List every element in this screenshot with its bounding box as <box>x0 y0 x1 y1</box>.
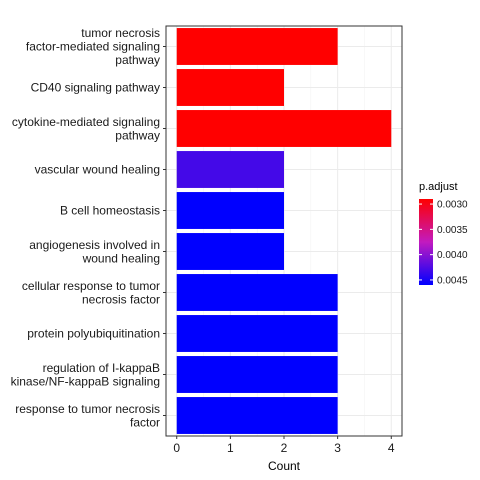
bar <box>176 356 338 393</box>
x-tick-label: 0 <box>173 441 180 455</box>
legend-tick-label: 0.0040 <box>437 250 468 261</box>
y-tick-label: cellular response to tumor necrosis facto… <box>22 279 160 307</box>
x-axis: 0 1 2 3 4 <box>173 436 395 455</box>
y-tick-label: regulation of I-kappaB kinase/NF-kappaB s… <box>11 361 160 389</box>
bar <box>176 28 338 65</box>
legend-title: p.adjust <box>419 181 458 193</box>
y-tick-label: vascular wound healing <box>35 163 160 177</box>
legend-tick-label: 0.0035 <box>437 225 468 236</box>
bar <box>176 274 338 311</box>
x-tick-label: 1 <box>227 441 234 455</box>
legend-colorbar <box>419 199 433 285</box>
x-tick-label: 4 <box>388 441 395 455</box>
bar <box>176 110 392 147</box>
y-tick-label: CD40 signaling pathway <box>31 81 160 95</box>
legend-ticks: 0.0030 0.0035 0.0040 0.0045 <box>419 200 468 286</box>
bar <box>176 192 284 229</box>
x-tick-label: 3 <box>334 441 341 455</box>
bar <box>176 233 284 270</box>
legend-tick-label: 0.0030 <box>437 200 468 211</box>
y-tick-label: cytokine-mediated signaling pathway <box>12 115 160 143</box>
x-axis-title: Count <box>268 459 301 473</box>
bar <box>176 397 338 434</box>
legend-tick-label: 0.0045 <box>437 275 468 286</box>
bar <box>176 315 338 352</box>
y-tick-label: response to tumor necrosis factor <box>15 402 160 430</box>
y-axis: tumor necrosis factor-mediated signaling p… <box>11 26 166 429</box>
bar <box>176 151 284 188</box>
color-legend: p.adjust 0.0030 0.0035 0.0040 0.0045 <box>419 181 468 286</box>
x-tick-label: 2 <box>281 441 288 455</box>
y-tick-label: B cell homeostasis <box>60 204 160 218</box>
bar <box>176 69 284 106</box>
y-tick-label: tumor necrosis factor-mediated signaling p… <box>26 26 160 67</box>
y-tick-label: protein polyubiquitination <box>27 327 160 341</box>
y-tick-label: angiogenesis involved in wound healing <box>29 238 160 266</box>
bars <box>176 28 392 434</box>
